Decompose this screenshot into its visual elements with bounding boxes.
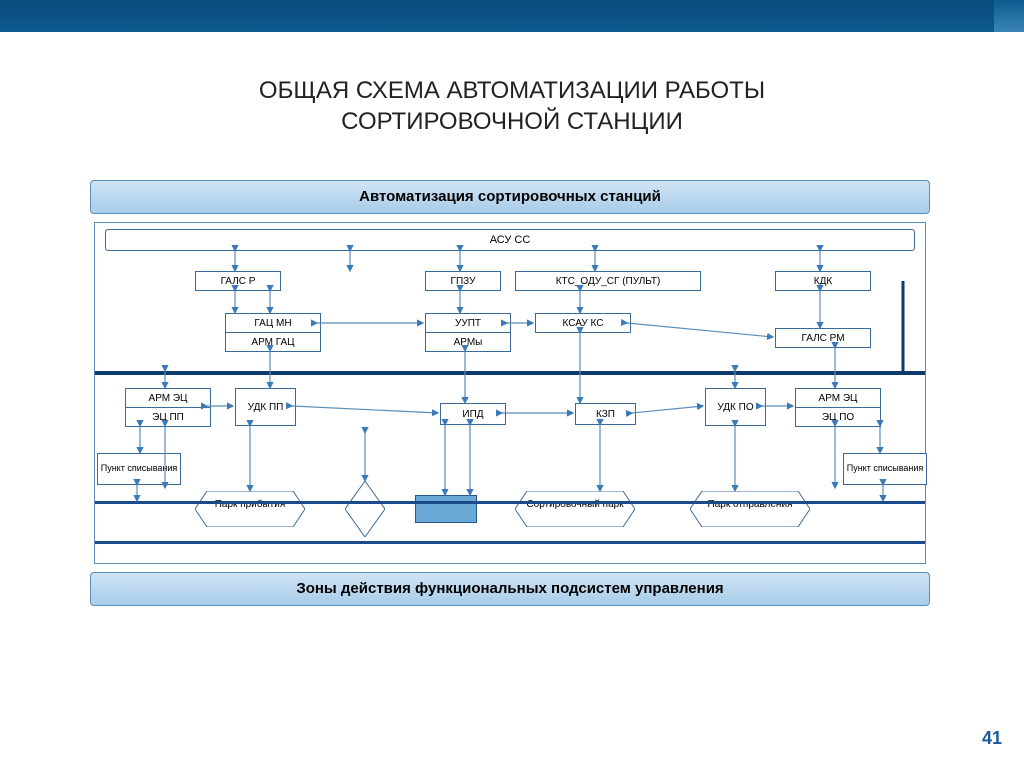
- node-ksau: КСАУ КС: [535, 313, 631, 333]
- stack-arm-ec-l: АРМ ЭЦ ЭЦ ПП: [125, 388, 205, 427]
- stack-arm-ec-r: АРМ ЭЦ ЭЦ ПО: [795, 388, 875, 427]
- diagram-inner: АСУ СС ГАЛС Р ГПЗУ КТС_ОДУ_СГ (ПУЛЬТ) КД…: [94, 222, 926, 564]
- node-punkt-r: Пункт списывания: [843, 453, 927, 485]
- node-gpzu: ГПЗУ: [425, 271, 501, 291]
- node-gac-mn: ГАЦ МН: [225, 313, 321, 333]
- node-ec-pp: ЭЦ ПП: [125, 408, 211, 427]
- node-gals-r: ГАЛС Р: [195, 271, 281, 291]
- node-gals-rm: ГАЛС РМ: [775, 328, 871, 348]
- slide-topbar: [0, 0, 1024, 32]
- page-number: 41: [982, 728, 1002, 749]
- node-udk-po: УДК ПО: [705, 388, 766, 426]
- node-punkt-l: Пункт списывания: [97, 453, 181, 485]
- node-udk-pp: УДК ПП: [235, 388, 296, 426]
- stack-gac: ГАЦ МН АРМ ГАЦ: [225, 313, 315, 352]
- node-ipd: ИПД: [440, 403, 506, 425]
- shape-diamond: [345, 481, 385, 537]
- node-ec-po: ЭЦ ПО: [795, 408, 881, 427]
- rail-upper: [95, 501, 925, 504]
- node-uupt: УУПТ: [425, 313, 511, 333]
- slide-title: ОБЩАЯ СХЕМА АВТОМАТИЗАЦИИ РАБОТЫ СОРТИРО…: [0, 75, 1024, 137]
- banner-top: Автоматизация сортировочных станций: [90, 180, 930, 214]
- node-park-otpr: Парк отправления: [690, 491, 810, 527]
- node-kzp: КЗП: [575, 403, 636, 425]
- title-line-2: СОРТИРОВОЧНОЙ СТАНЦИИ: [341, 108, 683, 135]
- rail-lower: [95, 541, 925, 544]
- node-acu-ss: АСУ СС: [105, 229, 915, 251]
- node-park-prib: Парк прибытия: [195, 491, 305, 527]
- node-army: АРМы: [425, 333, 511, 352]
- shape-blue-box: [415, 495, 477, 523]
- stack-uupt: УУПТ АРМы: [425, 313, 505, 352]
- automation-diagram: Автоматизация сортировочных станций Зоны…: [90, 180, 930, 610]
- banner-bottom: Зоны действия функциональных подсистем у…: [90, 572, 930, 606]
- node-arm-ec-l: АРМ ЭЦ: [125, 388, 211, 408]
- node-arm-gac: АРМ ГАЦ: [225, 333, 321, 352]
- slide-topbar-accent: [994, 0, 1024, 32]
- node-sort-park: Сортировочный парк: [515, 491, 635, 527]
- title-line-1: ОБЩАЯ СХЕМА АВТОМАТИЗАЦИИ РАБОТЫ: [259, 77, 765, 104]
- node-ktc: КТС_ОДУ_СГ (ПУЛЬТ): [515, 271, 701, 291]
- line-bold-middle: [95, 371, 925, 375]
- node-arm-ec-r: АРМ ЭЦ: [795, 388, 881, 408]
- node-kdk: КДК: [775, 271, 871, 291]
